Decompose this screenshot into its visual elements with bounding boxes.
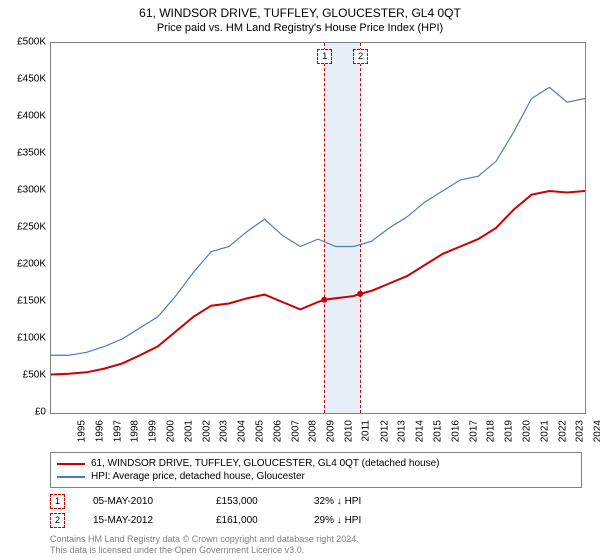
- sale-pct-1: 32% ↓ HPI: [314, 496, 404, 507]
- sale-top-marker: 2: [353, 49, 368, 64]
- x-tick-label: 2017: [468, 420, 479, 442]
- x-tick-label: 1996: [94, 420, 105, 442]
- x-tick-label: 2001: [183, 420, 194, 442]
- legend-swatch-hpi: [57, 476, 85, 478]
- y-tick-label: £0: [2, 407, 46, 418]
- plot-area: 12: [50, 42, 586, 414]
- sale-price-2: £161,000: [216, 515, 286, 526]
- x-tick-label: 1995: [76, 420, 87, 442]
- y-tick-label: £400K: [2, 111, 46, 122]
- x-tick-label: 2006: [272, 420, 283, 442]
- x-tick-label: 2016: [450, 420, 461, 442]
- sale-row-2: 2 15-MAY-2012 £161,000 29% ↓ HPI: [50, 513, 584, 528]
- y-tick-label: £200K: [2, 259, 46, 270]
- x-tick-label: 2007: [290, 420, 301, 442]
- sale-date-2: 15-MAY-2012: [93, 515, 188, 526]
- sale-marker-2: 2: [50, 513, 65, 528]
- legend-swatch-property: [57, 463, 85, 465]
- x-tick-label: 2022: [557, 420, 568, 442]
- x-tick-label: 2024: [592, 420, 600, 442]
- x-tick-label: 2015: [432, 420, 443, 442]
- x-tick-label: 2019: [503, 420, 514, 442]
- sale-top-marker: 1: [317, 49, 332, 64]
- x-tick-label: 1999: [147, 420, 158, 442]
- x-tick-label: 2023: [575, 420, 586, 442]
- x-tick-label: 2008: [308, 420, 319, 442]
- x-tick-label: 2011: [360, 420, 371, 442]
- sale-marker-1: 1: [50, 494, 65, 509]
- chart-lines: [51, 43, 585, 413]
- chart-subtitle: Price paid vs. HM Land Registry's House …: [0, 20, 600, 38]
- footer-line-2: This data is licensed under the Open Gov…: [50, 545, 359, 556]
- y-tick-label: £250K: [2, 222, 46, 233]
- chart-title: 61, WINDSOR DRIVE, TUFFLEY, GLOUCESTER, …: [0, 0, 600, 20]
- legend: 61, WINDSOR DRIVE, TUFFLEY, GLOUCESTER, …: [50, 452, 582, 488]
- legend-item-hpi: HPI: Average price, detached house, Glou…: [57, 470, 575, 483]
- x-tick-label: 2000: [165, 420, 176, 442]
- footer: Contains HM Land Registry data © Crown c…: [50, 534, 359, 557]
- x-tick-label: 2010: [343, 420, 354, 442]
- y-tick-label: £350K: [2, 148, 46, 159]
- footer-line-1: Contains HM Land Registry data © Crown c…: [50, 534, 359, 545]
- y-tick-label: £450K: [2, 74, 46, 85]
- sale-price-1: £153,000: [216, 496, 286, 507]
- legend-item-property: 61, WINDSOR DRIVE, TUFFLEY, GLOUCESTER, …: [57, 457, 575, 470]
- x-tick-label: 2009: [325, 420, 336, 442]
- x-tick-label: 2013: [397, 420, 408, 442]
- sale-row-1: 1 05-MAY-2010 £153,000 32% ↓ HPI: [50, 494, 584, 509]
- x-tick-label: 2003: [219, 420, 230, 442]
- x-tick-label: 2004: [236, 420, 247, 442]
- x-tick-label: 1998: [130, 420, 141, 442]
- x-tick-label: 2020: [521, 420, 532, 442]
- x-tick-label: 2002: [201, 420, 212, 442]
- x-tick-label: 2014: [414, 420, 425, 442]
- y-tick-label: £50K: [2, 370, 46, 381]
- y-tick-label: £300K: [2, 185, 46, 196]
- sale-pct-2: 29% ↓ HPI: [314, 515, 404, 526]
- x-tick-label: 2012: [379, 420, 390, 442]
- y-tick-label: £150K: [2, 296, 46, 307]
- legend-label-property: 61, WINDSOR DRIVE, TUFFLEY, GLOUCESTER, …: [91, 458, 439, 469]
- legend-label-hpi: HPI: Average price, detached house, Glou…: [91, 471, 305, 482]
- y-tick-label: £500K: [2, 37, 46, 48]
- x-tick-label: 2018: [486, 420, 497, 442]
- x-tick-label: 1997: [112, 420, 123, 442]
- price-chart: 61, WINDSOR DRIVE, TUFFLEY, GLOUCESTER, …: [0, 0, 600, 560]
- x-tick-label: 2005: [254, 420, 265, 442]
- x-tick-label: 2021: [539, 420, 550, 442]
- sale-date-1: 05-MAY-2010: [93, 496, 188, 507]
- y-tick-label: £100K: [2, 333, 46, 344]
